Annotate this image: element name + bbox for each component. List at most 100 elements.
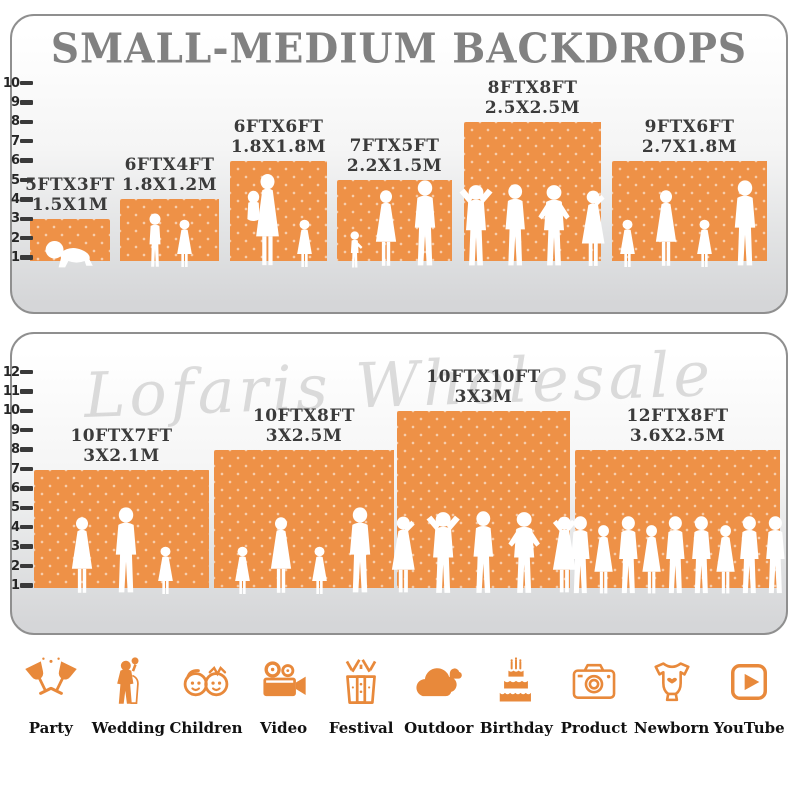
ruler-tick xyxy=(20,369,33,375)
festival-icon xyxy=(335,656,387,712)
size-ft: 10FTX8FT xyxy=(252,405,356,426)
backdrop-size-label: 10FTX10FT 3X3M xyxy=(426,367,540,408)
person-silhouette-woman xyxy=(651,189,681,269)
ruler-number: 6 xyxy=(10,480,20,496)
backdrop-7ftx5ft: 7FTX5FT 2.2X1.5M xyxy=(337,136,452,268)
size-ft: 10FTX10FT xyxy=(426,366,541,387)
ruler-mark: 2 xyxy=(2,558,33,574)
category-festival: Festival xyxy=(322,656,400,737)
category-label: Product xyxy=(560,719,628,737)
category-outdoor: Outdoor xyxy=(400,656,478,737)
backdrop-10ftx10ft: 10FTX10FT 3X3M xyxy=(391,367,576,593)
backdrop-10ftx7ft: 10FTX7FT 3X2.1M xyxy=(34,426,209,594)
ruler-number: 7 xyxy=(10,133,20,149)
ruler-number: 2 xyxy=(10,230,20,246)
ruler-number: 10 xyxy=(2,403,20,419)
silhouette-group xyxy=(570,515,785,596)
person-silhouette-woman xyxy=(67,516,97,596)
silhouette-group xyxy=(612,179,767,269)
person-silhouette-woman xyxy=(638,524,665,596)
ruler-mark: 10 xyxy=(2,75,33,91)
person-silhouette-man xyxy=(660,515,691,596)
ruler-number: 9 xyxy=(10,94,20,110)
ruler-tick xyxy=(20,427,33,433)
backdrop-size-label: 6FTX6FT 1.8X1.8M xyxy=(231,117,326,158)
person-silhouette-man-hands-on-hips xyxy=(534,183,574,269)
person-silhouette-mother-holding-child xyxy=(243,173,285,269)
backdrop-size-label: 7FTX5FT 2.2X1.5M xyxy=(347,136,442,177)
person-silhouette-man xyxy=(728,179,762,269)
ruler-mark: 7 xyxy=(2,461,33,477)
category-product: Product xyxy=(555,656,633,737)
person-silhouette-man xyxy=(499,183,531,269)
size-ft: 5FTX3FT xyxy=(25,174,115,195)
category-label: Video xyxy=(260,719,308,737)
person-silhouette-woman-arms-up xyxy=(548,515,581,596)
person-silhouette-man-arms-up xyxy=(456,183,496,269)
backdrop-size-label: 12FTX8FT 3.6X2.5M xyxy=(626,406,728,447)
ruler-number: 1 xyxy=(10,577,20,593)
person-silhouette-man xyxy=(613,515,644,596)
person-silhouette-crawling-baby xyxy=(44,237,96,269)
category-label: Festival xyxy=(328,719,394,737)
person-silhouette-woman-posing xyxy=(387,515,420,596)
category-label: Party xyxy=(28,719,73,737)
ruler-number: 12 xyxy=(2,364,20,380)
ruler-tick xyxy=(20,197,33,202)
category-youtube: YouTube xyxy=(710,656,788,737)
backdrop-size-label: 6FTX4FT 1.8X1.2M xyxy=(122,155,217,196)
ruler-mark: 9 xyxy=(2,94,33,110)
ruler-mark: 5 xyxy=(2,172,33,188)
silhouette-group xyxy=(30,237,110,269)
silhouette-group xyxy=(337,179,452,269)
person-silhouette-man xyxy=(734,515,765,596)
ruler-mark: 8 xyxy=(2,442,33,458)
ruler-tick xyxy=(20,486,33,491)
backdrop-size-label: 9FTX6FT 2.7X1.8M xyxy=(642,117,737,158)
person-silhouette-girl xyxy=(309,546,330,596)
person-silhouette-man xyxy=(343,506,377,596)
person-silhouette-woman-posing xyxy=(577,189,609,269)
size-m: 3X3M xyxy=(454,387,513,408)
children-icon xyxy=(180,656,232,712)
person-silhouette-boy xyxy=(144,213,166,269)
person-silhouette-woman xyxy=(371,189,401,269)
silhouette-group xyxy=(214,506,394,596)
ruler-tick xyxy=(20,563,33,569)
size-m: 2.7X1.8M xyxy=(641,137,738,158)
ruler-number: 5 xyxy=(10,172,20,188)
person-silhouette-woman xyxy=(266,516,296,596)
ruler-number: 2 xyxy=(10,558,20,574)
ruler-tick xyxy=(20,80,33,86)
ruler-mark: 8 xyxy=(2,114,33,130)
size-m: 3X2.1M xyxy=(83,446,160,467)
backdrop-5ftx3ft: 5FTX3FT 1.5X1M xyxy=(25,175,114,268)
ruler-tick xyxy=(20,119,33,125)
ruler-number: 9 xyxy=(10,422,20,438)
ruler-tick xyxy=(20,158,33,163)
size-ft: 7FTX5FT xyxy=(349,135,440,156)
person-silhouette-girl xyxy=(232,546,253,596)
person-silhouette-man xyxy=(109,506,143,596)
person-silhouette-girl xyxy=(155,546,176,596)
person-silhouette-girl xyxy=(617,219,638,269)
ruler-mark: 11 xyxy=(2,383,33,399)
backdrop-12ftx8ft: 12FTX8FT 3.6X2.5M xyxy=(570,406,785,594)
page-title: SMALL-MEDIUM BACKDROPS xyxy=(50,24,748,74)
backdrop-8ftx8ft: 8FTX8FT 2.5X2.5M xyxy=(459,78,605,266)
outdoor-icon xyxy=(413,656,465,712)
ruler-mark: 4 xyxy=(2,191,33,207)
person-silhouette-man xyxy=(686,515,717,596)
person-silhouette-woman xyxy=(712,524,739,596)
category-label: Outdoor xyxy=(404,719,474,737)
product-icon xyxy=(568,656,620,712)
person-silhouette-man xyxy=(408,179,442,269)
ruler-number: 1 xyxy=(10,250,20,266)
ruler-tick xyxy=(20,100,33,105)
size-m: 2.5X2.5M xyxy=(484,98,581,119)
ruler-number: 4 xyxy=(10,191,20,207)
ruler-tick xyxy=(20,544,33,549)
person-silhouette-man-arms-up xyxy=(423,510,463,596)
category-party: Party xyxy=(12,656,90,737)
person-silhouette-man xyxy=(565,515,596,596)
